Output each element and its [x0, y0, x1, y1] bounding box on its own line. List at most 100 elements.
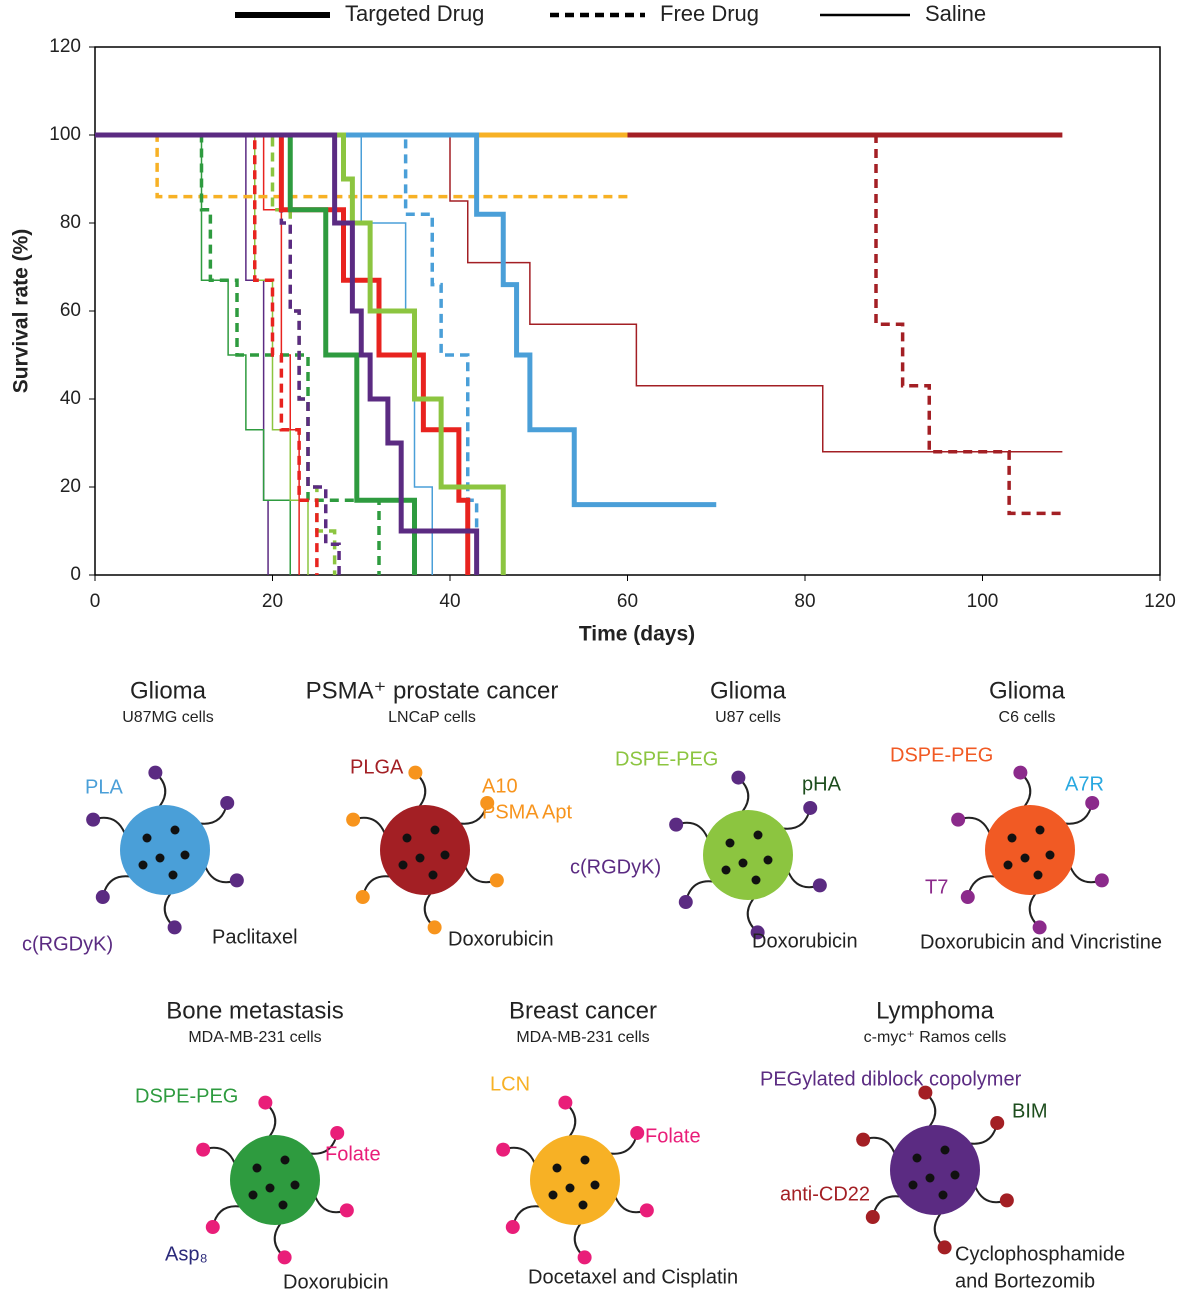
drug-payload [415, 853, 425, 863]
ligand [408, 765, 423, 780]
ligand [865, 1210, 880, 1225]
ligand [496, 1142, 511, 1157]
ligand [1013, 765, 1028, 780]
panel-title: Bone metastasis [166, 997, 343, 1024]
ligand [277, 1250, 292, 1265]
panel-label: Doxorubicin [752, 930, 858, 952]
panel-label: anti-CD22 [780, 1183, 870, 1205]
nanoparticle [530, 1135, 620, 1225]
nanoparticle [985, 805, 1075, 895]
ligand [355, 890, 370, 905]
survival-curve [95, 132, 506, 575]
drug-payload [578, 1200, 588, 1210]
ligand [731, 770, 746, 785]
drug-payload [763, 855, 773, 865]
panel-label: PLA [85, 776, 123, 798]
drug-payload [751, 875, 761, 885]
drug-payload [925, 1173, 935, 1183]
ligand [95, 890, 110, 905]
x-axis-title: Time (days) [579, 623, 695, 646]
panel-subtitle: LNCaP cells [388, 709, 476, 726]
panel-label: DSPE-PEG [135, 1085, 238, 1107]
ligand [505, 1220, 520, 1235]
drug-payload [248, 1190, 258, 1200]
drug-payload [912, 1153, 922, 1163]
drug-payload [142, 833, 152, 843]
panel-label: PEGylated diblock copolymer [760, 1068, 1022, 1090]
drug-payload [753, 830, 763, 840]
x-tick-label: 20 [262, 591, 283, 612]
ligand [258, 1095, 273, 1110]
panel-title: Glioma [130, 677, 207, 704]
drug-payload [1033, 870, 1043, 880]
y-axis-title: Survival rate (%) [10, 229, 33, 394]
y-tick-label: 80 [60, 212, 81, 233]
ligand [346, 812, 361, 827]
legend-label: Saline [925, 1, 986, 26]
drug-payload [402, 833, 412, 843]
panel-title: PSMA⁺ prostate cancer [306, 677, 559, 704]
panel-subtitle: U87 cells [715, 709, 781, 726]
panel-subtitle: MDA-MB-231 cells [188, 1029, 321, 1046]
drug-payload [548, 1190, 558, 1200]
ligand [229, 873, 244, 888]
drug-payload [580, 1155, 590, 1165]
panel-label: Doxorubicin [283, 1271, 389, 1293]
plot-frame [94, 46, 1161, 576]
ligand [678, 895, 693, 910]
drug-payload [1020, 853, 1030, 863]
drug-payload [1045, 850, 1055, 860]
legend-label: Targeted Drug [345, 1, 484, 26]
ligand [196, 1142, 211, 1157]
y-tick-label: 0 [70, 564, 81, 585]
ligand [630, 1125, 645, 1140]
panel-label: Folate [325, 1143, 381, 1165]
y-tick-label: 120 [49, 36, 81, 57]
panel-label: pHA [802, 773, 842, 795]
drug-payload [1003, 860, 1013, 870]
panel-label: A10 [482, 775, 518, 797]
x-tick-label: 40 [439, 591, 460, 612]
ligand [856, 1132, 871, 1147]
ligand [812, 878, 827, 893]
drug-payload [590, 1180, 600, 1190]
drug-payload [938, 1190, 948, 1200]
drug-payload [398, 860, 408, 870]
nanoparticle [703, 810, 793, 900]
panel-label: DSPE-PEG [890, 744, 993, 766]
panel-label: Paclitaxel [212, 926, 298, 948]
x-tick-label: 100 [967, 591, 999, 612]
drug-payload [725, 838, 735, 848]
drug-payload [738, 858, 748, 868]
drug-payload [252, 1163, 262, 1173]
panel-label: DSPE-PEG [615, 748, 718, 770]
ligand [990, 1115, 1005, 1130]
ligand [220, 795, 235, 810]
drug-payload [908, 1180, 918, 1190]
drug-payload [278, 1200, 288, 1210]
x-tick-label: 60 [617, 591, 638, 612]
nanoparticle [120, 805, 210, 895]
ligand [167, 920, 182, 935]
drug-payload [280, 1155, 290, 1165]
x-tick-label: 0 [90, 591, 101, 612]
nanoparticle [890, 1125, 980, 1215]
survival-curve [95, 134, 291, 575]
drug-payload [155, 853, 165, 863]
panel-label: PLGA [350, 756, 404, 778]
ligand [951, 812, 966, 827]
survival-curve [95, 132, 480, 575]
drug-payload [565, 1183, 575, 1193]
panel-label: T7 [925, 876, 948, 898]
y-tick-label: 60 [60, 300, 81, 321]
panel-label: c(RGDyK) [570, 856, 661, 878]
ligand [639, 1203, 654, 1218]
panel-title: Lymphoma [876, 997, 994, 1024]
ligand [750, 925, 765, 940]
nanoparticle [380, 805, 470, 895]
panel-title: Breast cancer [509, 997, 657, 1024]
drug-payload [265, 1183, 275, 1193]
drug-payload [950, 1170, 960, 1180]
drug-payload [168, 870, 178, 880]
drug-payload [1007, 833, 1017, 843]
